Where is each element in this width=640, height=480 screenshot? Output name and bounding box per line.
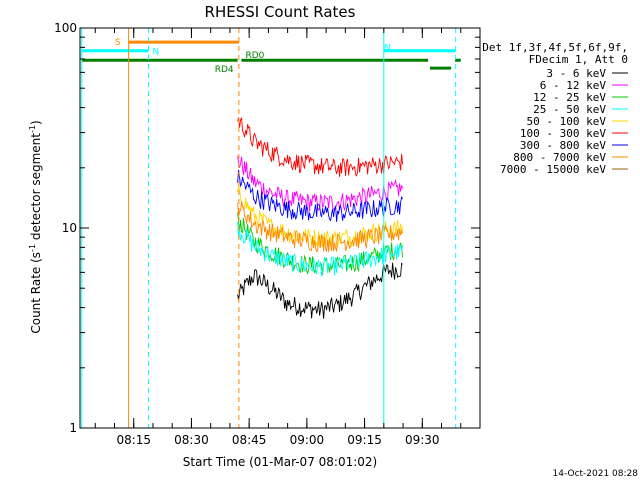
- y-axis-label-sup-1: -1: [28, 244, 37, 252]
- y-axis-label: Count Rate (s-1 detector segment-1): [28, 120, 43, 333]
- vertical-markers: [81, 28, 457, 428]
- legend-label: 6 - 12 keV: [540, 79, 607, 92]
- legend-label: 12 - 25 keV: [533, 91, 606, 104]
- legend-label: 300 - 800 keV: [520, 139, 606, 152]
- legend-label: 50 - 100 keV: [527, 115, 607, 128]
- date-stamp: 14-Oct-2021 08:28: [553, 469, 639, 479]
- legend-label: 7000 - 15000 keV: [500, 163, 606, 176]
- legend-header-line-2: FDecim 1, Att 0: [529, 53, 628, 66]
- legend: Det 1f,3f,4f,5f,6f,9f, FDecim 1, Att 0 3…: [482, 41, 628, 176]
- axes: 1 10 100 08:15 08:30 08:45 09:00 09:15 09:30: [54, 21, 481, 447]
- y-tick-label: 1: [69, 421, 77, 435]
- y-tick-label: 10: [62, 221, 77, 235]
- band-label: RD4: [215, 65, 234, 75]
- series-line: [237, 169, 403, 222]
- band-label: N: [152, 48, 159, 58]
- x-tick-label: 08:15: [116, 433, 151, 447]
- attenuator-bands: S N N RD4 RD0: [81, 38, 461, 75]
- y-axis-label-end: ): [29, 120, 43, 125]
- band-label: S: [115, 38, 121, 48]
- x-tick-label: 09:00: [290, 433, 325, 447]
- y-axis-label-main: Count Rate (s: [29, 252, 43, 334]
- series-line: [237, 262, 403, 319]
- series-line: [237, 221, 404, 277]
- x-tick-label: 09:15: [347, 433, 382, 447]
- legend-label: 100 - 300 keV: [520, 127, 606, 140]
- legend-header-line-1: Det 1f,3f,4f,5f,6f,9f,: [482, 41, 628, 54]
- band-label: N: [384, 44, 391, 54]
- y-axis-label-mid: detector segment: [29, 133, 43, 244]
- series-line: [237, 201, 404, 253]
- y-tick-label: 100: [54, 21, 77, 35]
- legend-label: 25 - 50 keV: [533, 103, 606, 116]
- x-axis-label: Start Time (01-Mar-07 08:01:02): [183, 455, 377, 469]
- chart-title: RHESSI Count Rates: [205, 3, 356, 21]
- x-tick-label: 08:45: [232, 433, 267, 447]
- x-tick-label: 08:30: [174, 433, 209, 447]
- legend-label: 800 - 7000 keV: [513, 151, 606, 164]
- x-tick-label: 09:30: [405, 433, 440, 447]
- legend-label: 3 - 6 keV: [546, 67, 606, 80]
- y-axis-label-sup-2: -1: [28, 125, 37, 133]
- series-layer: [237, 117, 404, 319]
- band-label: RD0: [245, 51, 264, 61]
- series-line: [237, 117, 404, 177]
